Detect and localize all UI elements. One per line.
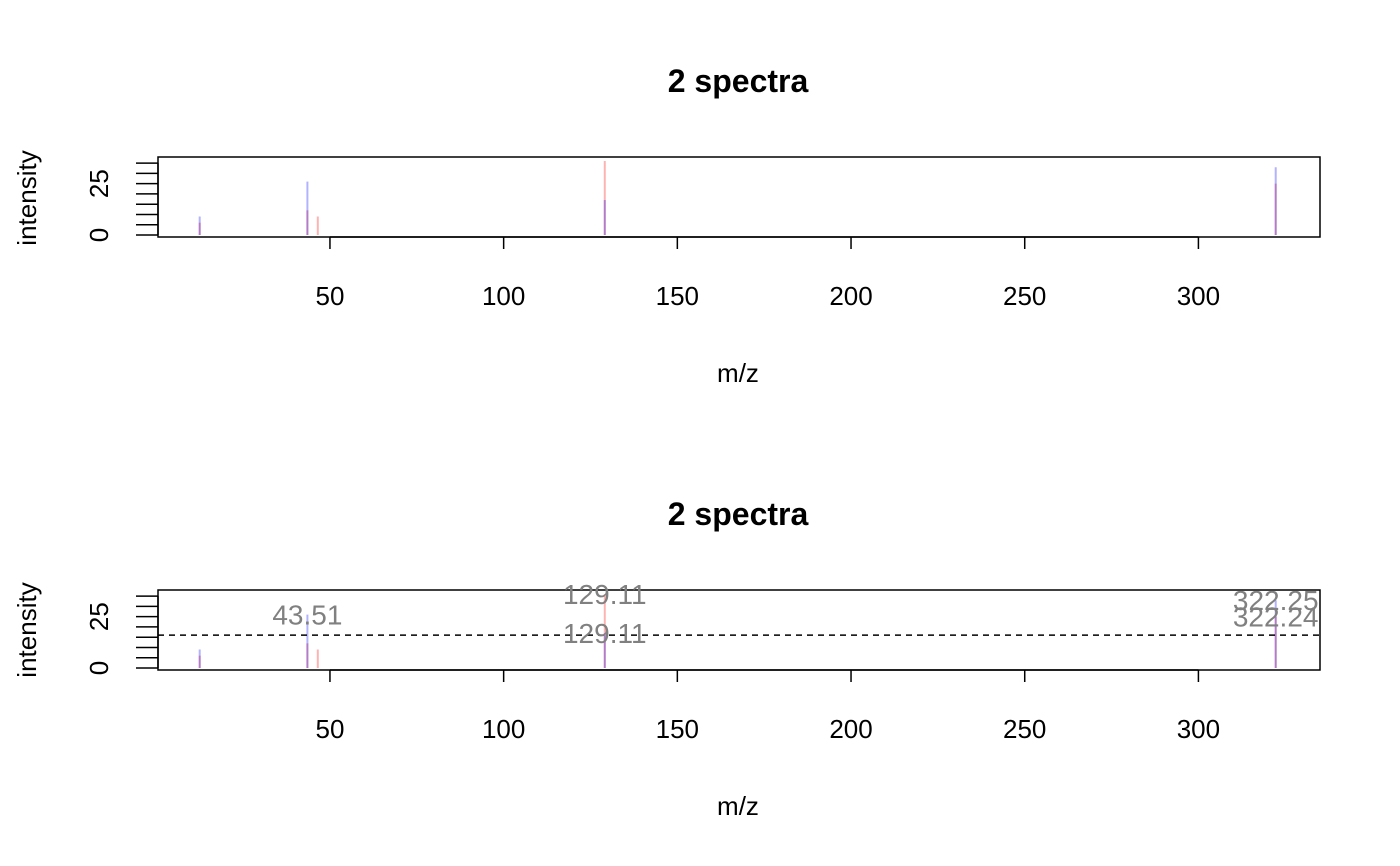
y-tick-label: 25 xyxy=(84,169,114,198)
plot-marks: 50 100 150 200 250 300 0 25 xyxy=(84,161,1277,311)
y-tick-label: 25 xyxy=(84,602,114,631)
panel-title: 2 spectra xyxy=(668,63,809,99)
x-tick-label: 100 xyxy=(482,714,525,744)
y-axis-label: intensity xyxy=(12,150,42,245)
x-tick-label: 250 xyxy=(1003,714,1046,744)
x-tick-label: 300 xyxy=(1177,281,1220,311)
spectrum-panel-bottom: 2 spectra intensity m/z 50 100 150 200 250 30… xyxy=(12,496,1321,821)
x-tick-label: 50 xyxy=(315,714,344,744)
peak-label: 129.11 xyxy=(563,579,647,610)
spectrum-panel-top: 2 spectra intensity m/z 50 100 150 200 250 30… xyxy=(12,63,1321,388)
peak-label: 322.24 xyxy=(1233,602,1319,633)
y-tick-label: 0 xyxy=(84,661,114,675)
x-axis-label: m/z xyxy=(717,791,759,821)
y-tick-label: 0 xyxy=(84,228,114,242)
panel-title: 2 spectra xyxy=(668,496,809,532)
x-tick-label: 150 xyxy=(656,281,699,311)
x-tick-label: 50 xyxy=(315,281,344,311)
x-tick-label: 200 xyxy=(829,714,872,744)
y-axis-label: intensity xyxy=(12,582,42,677)
peak-label: 43.51 xyxy=(272,600,342,631)
x-tick-label: 100 xyxy=(482,281,525,311)
plot-frame xyxy=(157,156,1321,238)
plot-marks: 50 100 150 200 250 300 0 25 43.51 129.11 129.11 322… xyxy=(84,579,1320,744)
x-tick-label: 250 xyxy=(1003,281,1046,311)
x-tick-label: 150 xyxy=(656,714,699,744)
x-tick-label: 300 xyxy=(1177,714,1220,744)
peak-label: 129.11 xyxy=(563,618,647,649)
peak-label: 322.25 xyxy=(1233,585,1319,616)
x-tick-label: 200 xyxy=(829,281,872,311)
x-axis-label: m/z xyxy=(717,358,759,388)
